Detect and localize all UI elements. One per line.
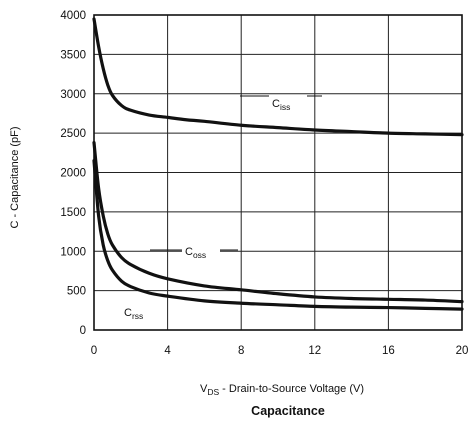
series-line-ciss [92, 17, 464, 137]
y-tick-label: 0 [80, 325, 86, 337]
y-tick-label: 1000 [60, 246, 86, 258]
label-leaders [150, 95, 322, 251]
x-tick-label: 0 [91, 345, 97, 357]
x-tick-label: 20 [456, 345, 469, 357]
series-label-coss: Coss [185, 246, 206, 260]
y-axis-title: C - Capacitance (pF) [9, 126, 21, 228]
y-tick-labels: 0 500 1000 1500 2000 2500 3000 3500 4000 [60, 10, 86, 337]
series-label-sub: rss [132, 311, 143, 321]
x-axis-title-text: - Drain-to-Source Voltage (V) [219, 383, 364, 395]
series-line-crss [92, 159, 464, 311]
series-label-main: C [272, 98, 280, 110]
series-label-main: C [124, 307, 132, 319]
x-tick-label: 12 [308, 345, 321, 357]
x-tick-label: 8 [238, 345, 244, 357]
series-label-ciss: Ciss [272, 98, 290, 112]
x-axis-title-prefix: V [200, 383, 208, 395]
series-label-crss: Crss [124, 307, 143, 321]
series-label-sub: iss [280, 102, 290, 112]
y-tick-label: 2500 [60, 128, 86, 140]
curves [92, 17, 464, 311]
y-tick-label: 4000 [60, 10, 86, 22]
series-label-sub: oss [193, 250, 206, 260]
y-tick-label: 1500 [60, 207, 86, 219]
series-line-coss [92, 140, 464, 304]
y-tick-label: 3500 [60, 49, 86, 61]
y-tick-label: 500 [67, 286, 86, 298]
x-tick-labels: 0 4 8 12 16 20 [91, 345, 469, 357]
y-tick-label: 3000 [60, 89, 86, 101]
y-tick-label: 2000 [60, 168, 86, 180]
series-label-bg [121, 304, 159, 322]
x-axis-title-sub: DS [207, 387, 219, 397]
chart-caption: Capacitance [251, 404, 325, 418]
x-tick-label: 4 [164, 345, 171, 357]
grid [93, 14, 463, 331]
series-label-bg [269, 95, 307, 113]
x-tick-label: 16 [382, 345, 395, 357]
series-label-bg [182, 243, 220, 261]
series-label-main: C [185, 246, 193, 258]
x-axis-title: VDS - Drain-to-Source Voltage (V) [200, 383, 364, 397]
